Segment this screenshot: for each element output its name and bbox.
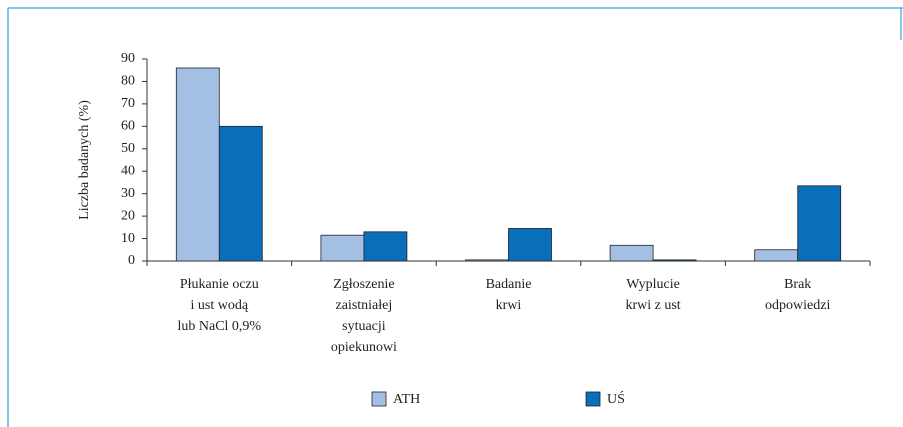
y-tick-label: 90 bbox=[121, 51, 135, 66]
x-tick-label: Zgłoszenie zaistniałej sytuacji opiekunowi bbox=[331, 277, 397, 355]
y-tick-label: 40 bbox=[121, 163, 135, 178]
bar bbox=[175, 67, 220, 262]
x-tick-label: Brak odpowiedzi bbox=[765, 277, 830, 313]
y-tick-label: 50 bbox=[121, 141, 135, 156]
x-tick-label: Płukanie oczu i ust wodą lub NaCl 0,9% bbox=[177, 277, 261, 334]
bar bbox=[320, 234, 365, 262]
y-tick-label: 20 bbox=[121, 208, 135, 223]
y-tick-label: 10 bbox=[121, 231, 135, 246]
y-tick-label: 30 bbox=[121, 186, 135, 201]
y-tick-label: 80 bbox=[121, 74, 135, 89]
legend-label: UŚ bbox=[607, 390, 625, 407]
x-tick-label: Wyplucie krwi z ust bbox=[625, 277, 680, 313]
y-tick-label: 70 bbox=[121, 96, 135, 111]
bar bbox=[652, 259, 697, 262]
y-axis-label: Liczba badanych (%) bbox=[77, 100, 92, 220]
bar bbox=[218, 125, 263, 262]
bar bbox=[754, 249, 799, 262]
bar bbox=[363, 231, 408, 262]
legend-swatch bbox=[585, 391, 601, 407]
bar bbox=[465, 259, 509, 262]
bar bbox=[797, 185, 842, 262]
bar bbox=[609, 244, 654, 262]
y-tick-label: 60 bbox=[121, 119, 135, 134]
y-tick-label: 0 bbox=[128, 253, 135, 268]
legend-label: ATH bbox=[393, 392, 420, 407]
legend-swatch bbox=[371, 391, 387, 407]
bar bbox=[508, 228, 552, 262]
x-tick-label: Badanie krwi bbox=[486, 277, 532, 313]
